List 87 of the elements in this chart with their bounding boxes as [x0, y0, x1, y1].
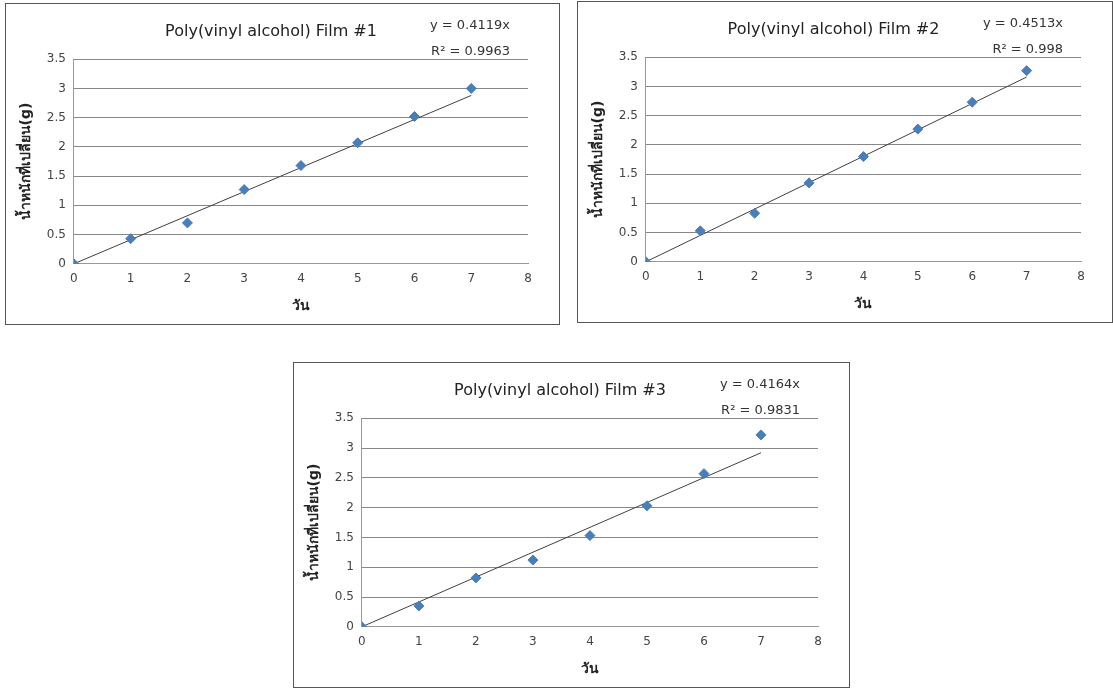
x-tick-label: 3: [529, 634, 537, 649]
point: [465, 82, 477, 94]
y-tick-label: 2: [630, 137, 638, 152]
y-tick-label: 2.5: [334, 469, 354, 484]
x-tick-label: 1: [696, 269, 705, 284]
y-tick-label: 0.5: [334, 589, 354, 604]
x-tick-label: 8: [524, 271, 532, 286]
x-tick-label: 3: [240, 271, 248, 286]
y-tick-label: 1: [58, 197, 66, 212]
y-axis-title: น้ำหนักที่เปลี่ยน(g): [586, 100, 606, 219]
point: [755, 429, 767, 441]
point: [641, 500, 653, 512]
y-tick-label: 2: [58, 139, 66, 154]
x-tick-label: 3: [805, 269, 813, 284]
text: y = 0.4164x: [719, 376, 801, 392]
y-tick-label: 0.5: [618, 224, 638, 239]
point: [413, 600, 425, 612]
x-tick-label: 1: [415, 634, 423, 649]
y-tick-label: 2: [346, 499, 354, 514]
x-tick-label: 7: [1022, 269, 1031, 284]
x-axis-title: วัน: [580, 660, 599, 677]
x-tick-label: 7: [467, 271, 476, 286]
text: R² = 0.9963: [431, 43, 510, 59]
y-tick-label: 3: [58, 80, 66, 95]
point: [857, 151, 869, 163]
x-tick-label: 1: [126, 271, 135, 286]
y-tick-label: 3: [630, 78, 638, 93]
point: [527, 554, 539, 566]
y-tick-label: 1.5: [618, 166, 638, 181]
chart-title: Poly(vinyl alcohol) Film #3: [454, 379, 666, 399]
y-tick-label: 3.5: [334, 410, 354, 425]
point: [912, 123, 924, 135]
y-tick-label: 1.5: [334, 529, 354, 544]
x-tick-label: 5: [914, 269, 922, 284]
x-tick-label: 4: [297, 271, 305, 286]
y-tick-label: 1.5: [46, 168, 66, 183]
x-tick-label: 6: [700, 634, 708, 649]
x-tick-label: 5: [643, 634, 651, 649]
point: [408, 110, 420, 122]
x-tick-label: 8: [1077, 269, 1085, 284]
y-axis-title: น้ำหนักที่เปลี่ยน(g): [14, 102, 34, 221]
y-tick-label: 3.5: [46, 51, 66, 66]
y-tick-label: 0: [630, 253, 638, 268]
x-axis-title: วัน: [854, 295, 873, 312]
x-tick-label: 8: [814, 634, 822, 649]
point: [698, 468, 710, 480]
y-tick-label: 0: [346, 618, 354, 633]
x-tick-label: 5: [353, 271, 362, 286]
point: [352, 137, 364, 149]
x-tick-label: 2: [472, 634, 480, 649]
text: y = 0.4119x: [429, 17, 511, 33]
point: [295, 160, 307, 172]
y-tick-label: 3: [346, 440, 354, 455]
y-tick-label: 0: [58, 255, 66, 270]
point: [238, 184, 250, 196]
x-tick-label: 2: [750, 269, 759, 284]
y-tick-label: 1: [346, 559, 354, 574]
x-tick-label: 0: [358, 634, 366, 649]
x-tick-label: 6: [410, 271, 419, 286]
y-axis-title: น้ำหนักที่เปลี่ยน(g): [302, 463, 322, 582]
text: y = 0.4513x: [982, 15, 1064, 31]
x-tick-label: 4: [586, 634, 594, 649]
text: R² = 0.998: [992, 41, 1063, 57]
x-tick-label: 0: [642, 269, 650, 284]
y-tick-label: 0.5: [46, 226, 66, 241]
point: [584, 530, 596, 542]
point: [694, 225, 706, 237]
x-tick-label: 0: [70, 271, 78, 286]
x-tick-label: 2: [183, 271, 192, 286]
point: [470, 572, 482, 584]
y-tick-label: 2.5: [46, 109, 66, 124]
x-tick-label: 6: [968, 269, 977, 284]
x-tick-label: 7: [757, 634, 765, 649]
point: [181, 217, 193, 229]
x-axis-title: วัน: [291, 297, 310, 314]
chart-title: Poly(vinyl alcohol) Film #2: [727, 18, 940, 38]
point: [125, 233, 137, 245]
y-tick-label: 2.5: [618, 107, 638, 122]
y-tick-label: 3.5: [618, 49, 638, 64]
point: [966, 96, 978, 108]
point: [1021, 65, 1033, 77]
text: R² = 0.9831: [721, 402, 800, 418]
point: [749, 207, 761, 219]
y-tick-label: 1: [630, 195, 638, 210]
x-tick-label: 4: [859, 269, 868, 284]
point: [803, 177, 815, 189]
chart-title: Poly(vinyl alcohol) Film #1: [165, 20, 377, 40]
